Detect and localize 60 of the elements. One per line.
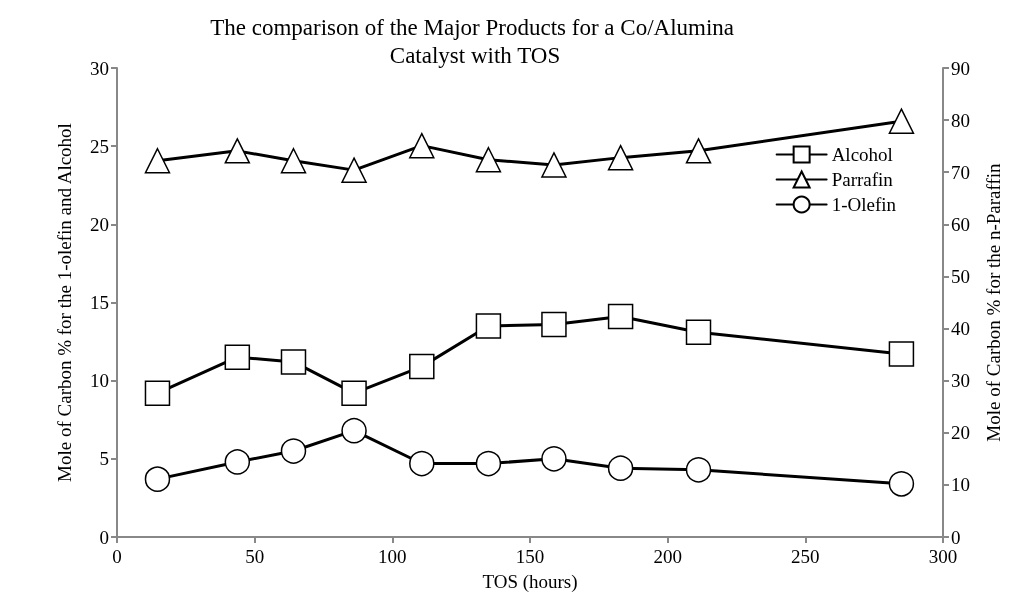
point bbox=[888, 108, 915, 134]
point bbox=[685, 138, 712, 164]
y-tick-label: 15 bbox=[90, 292, 109, 313]
y2-axis-title: Mole of Carbon % for the n-Paraffin bbox=[983, 162, 1004, 442]
point bbox=[685, 319, 712, 345]
point bbox=[607, 303, 634, 330]
x-tick-label: 0 bbox=[112, 546, 122, 567]
point bbox=[224, 138, 251, 164]
y2-tick-label: 50 bbox=[951, 265, 970, 287]
point bbox=[144, 380, 171, 406]
y2-tick-label: 0 bbox=[951, 526, 961, 548]
point bbox=[280, 438, 307, 464]
x-axis-title: TOS (hours) bbox=[482, 570, 578, 593]
point bbox=[541, 311, 567, 338]
x-tick-label: 100 bbox=[378, 546, 407, 567]
y2-tick-label: 70 bbox=[951, 161, 970, 183]
y-tick-label: 10 bbox=[90, 370, 109, 392]
y-tick-label: 30 bbox=[90, 57, 109, 79]
x-tick-label: 50 bbox=[245, 546, 265, 567]
point bbox=[341, 380, 367, 406]
y2-tick-label: 30 bbox=[951, 370, 970, 392]
y-tick-label: 0 bbox=[99, 526, 109, 548]
y-tick-label: 20 bbox=[90, 213, 109, 235]
x-tick-label: 250 bbox=[791, 546, 820, 567]
x-tick-label: 150 bbox=[515, 546, 545, 567]
point bbox=[409, 353, 435, 380]
point bbox=[888, 341, 915, 367]
point bbox=[409, 450, 435, 477]
point bbox=[475, 450, 502, 477]
y-tick-label: 5 bbox=[99, 448, 109, 470]
point bbox=[541, 152, 567, 178]
y-tick-label: 25 bbox=[90, 135, 109, 157]
legend-label: 1-Olefin bbox=[831, 194, 897, 215]
point bbox=[541, 446, 567, 472]
y2-tick-label: 10 bbox=[951, 474, 970, 496]
point bbox=[224, 344, 251, 370]
point bbox=[607, 455, 634, 481]
point bbox=[409, 132, 435, 159]
point bbox=[685, 457, 712, 483]
x-tick-label: 200 bbox=[653, 546, 682, 567]
y2-tick-label: 20 bbox=[951, 422, 970, 444]
legend-label: Parrafin bbox=[831, 169, 894, 190]
point bbox=[475, 313, 502, 339]
chart-title: The comparison of the Major Products for a Co/Alumina Catalyst with TOS bbox=[210, 14, 740, 68]
point bbox=[341, 157, 367, 183]
y2-tick-label: 90 bbox=[951, 57, 970, 79]
point bbox=[888, 471, 915, 497]
point bbox=[607, 144, 634, 171]
point bbox=[280, 148, 307, 174]
y2-tick-label: 60 bbox=[951, 213, 970, 235]
y-axis-title: Mole of Carbon % for the 1-olefin and Alcohol bbox=[54, 123, 75, 482]
y2-tick-label: 80 bbox=[951, 109, 970, 131]
legend-label: Alcohol bbox=[831, 144, 893, 165]
point bbox=[280, 349, 307, 375]
point bbox=[475, 146, 502, 173]
x-tick-label: 300 bbox=[928, 546, 958, 567]
point bbox=[341, 417, 367, 444]
y2-tick-label: 40 bbox=[951, 318, 970, 340]
point bbox=[144, 466, 171, 492]
point bbox=[224, 449, 251, 475]
